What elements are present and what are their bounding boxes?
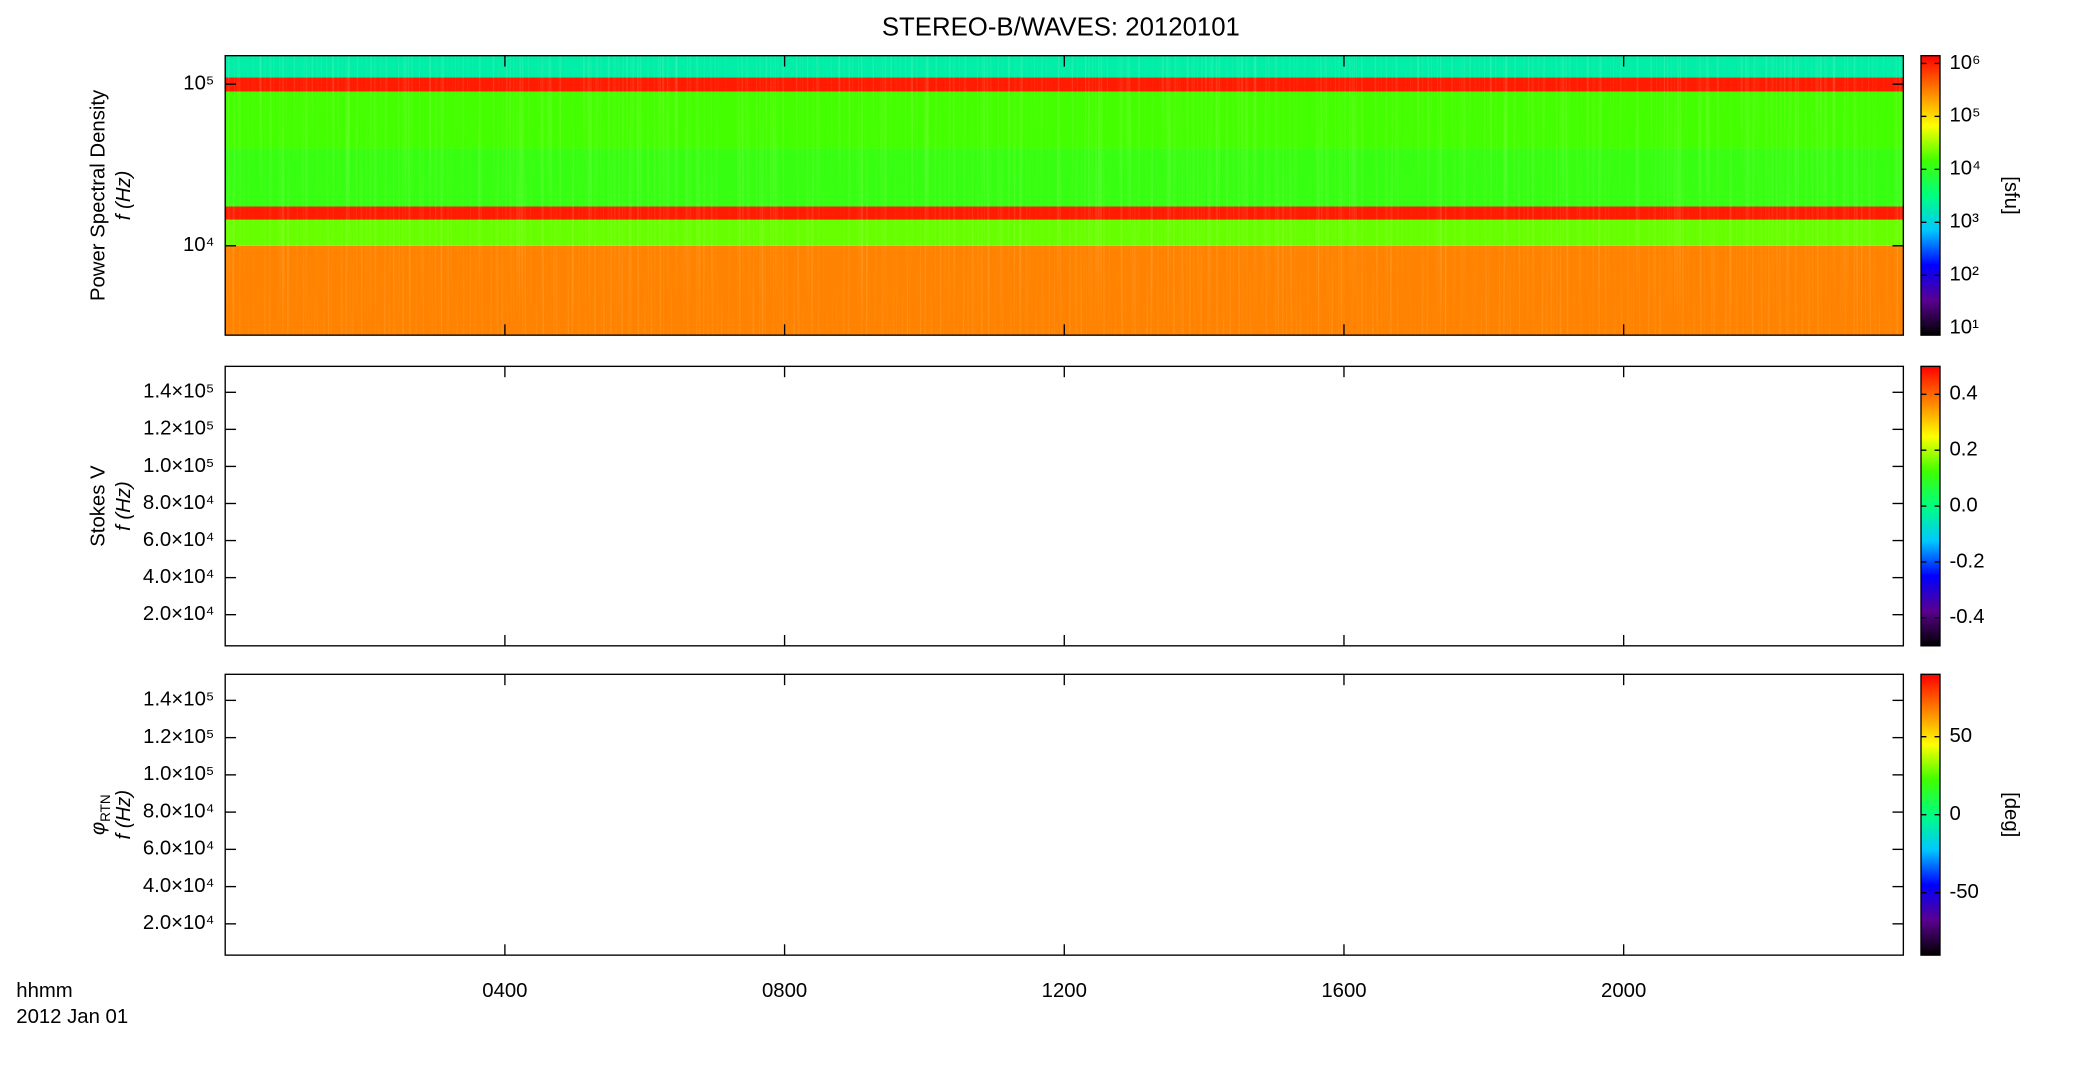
y-label-line: f (Hz) — [113, 481, 135, 531]
x-tick-label: 2000 — [1601, 980, 1646, 1002]
colorbar-tick-label: 50 — [1949, 725, 1972, 747]
colorbar-label-text: [sfu] — [2000, 176, 2022, 214]
y-tick-label: 10⁴ — [183, 234, 214, 256]
title: STEREO-B/WAVES: 20120101 — [882, 13, 1240, 41]
y-tick-label: 1.2×10⁵ — [143, 726, 214, 748]
colorbar-tick-label: 0.0 — [1949, 494, 1977, 516]
y-tick-label: 1.0×10⁵ — [143, 763, 214, 785]
y-tick-label: 2.0×10⁴ — [143, 912, 214, 934]
panel-frame — [224, 365, 1905, 647]
x-tick-label: 1600 — [1321, 980, 1366, 1002]
x-tick-label: 0400 — [482, 980, 527, 1002]
colorbar-tick-label: 10² — [1949, 264, 1979, 286]
y-tick-label: 4.0×10⁴ — [143, 566, 214, 588]
colorbar-tick-label: 10⁴ — [1949, 158, 1980, 180]
x-tick-label: 1200 — [1042, 980, 1087, 1002]
colorbar-tick-label: 10¹ — [1949, 317, 1979, 339]
colorbar-tick-label: 0.4 — [1949, 383, 1977, 405]
y-tick-label: 2.0×10⁴ — [143, 603, 214, 625]
colorbar-label-text: [deg] — [2000, 792, 2022, 837]
y-label-line: φRTN — [87, 794, 112, 835]
y-tick-label: 10⁵ — [183, 73, 214, 95]
y-tick-label: 4.0×10⁴ — [143, 875, 214, 897]
colorbar-tick-label: 0 — [1949, 803, 1960, 825]
y-tick-label: 1.4×10⁵ — [143, 689, 214, 711]
y-tick-label: 6.0×10⁴ — [143, 529, 214, 551]
x-axis-date: 2012 Jan 01 — [16, 1006, 128, 1028]
x-tick-label: 0800 — [762, 980, 807, 1002]
y-tick-label: 6.0×10⁴ — [143, 838, 214, 860]
y-tick-label: 8.0×10⁴ — [143, 492, 214, 514]
colorbar-label: [deg] — [2000, 792, 2022, 837]
y-tick-label: 8.0×10⁴ — [143, 800, 214, 822]
colorbar-tick-label: 0.2 — [1949, 439, 1977, 461]
y-label: φRTN f (Hz) — [87, 790, 135, 840]
y-tick-label: 1.4×10⁵ — [143, 381, 214, 403]
y-tick-label: 1.0×10⁵ — [143, 455, 214, 477]
colorbar-tick-label: 10⁵ — [1949, 105, 1980, 127]
y-label-subscript: RTN — [97, 794, 112, 822]
y-label-line: Power Spectral Density — [87, 89, 109, 301]
panel-frame — [224, 673, 1905, 956]
y-tick-label: 1.2×10⁵ — [143, 418, 214, 440]
x-axis-title: hhmm — [16, 980, 72, 1002]
y-label-line: Stokes V — [87, 465, 109, 547]
colorbar-tick-label: -0.2 — [1949, 550, 1984, 572]
colorbar-tick-label: -50 — [1949, 881, 1978, 903]
colorbar — [1920, 55, 1941, 336]
colorbar-tick-label: -0.4 — [1949, 606, 1984, 628]
y-label: Power Spectral Density f (Hz) — [87, 89, 135, 301]
colorbar-label: [sfu] — [2000, 176, 2022, 214]
y-label-line: f (Hz) — [113, 790, 135, 840]
colorbar-tick-label: 10⁶ — [1949, 52, 1980, 74]
texture — [225, 55, 1904, 336]
y-label-line: f (Hz) — [113, 171, 135, 221]
colorbar-tick-label: 10³ — [1949, 211, 1979, 233]
